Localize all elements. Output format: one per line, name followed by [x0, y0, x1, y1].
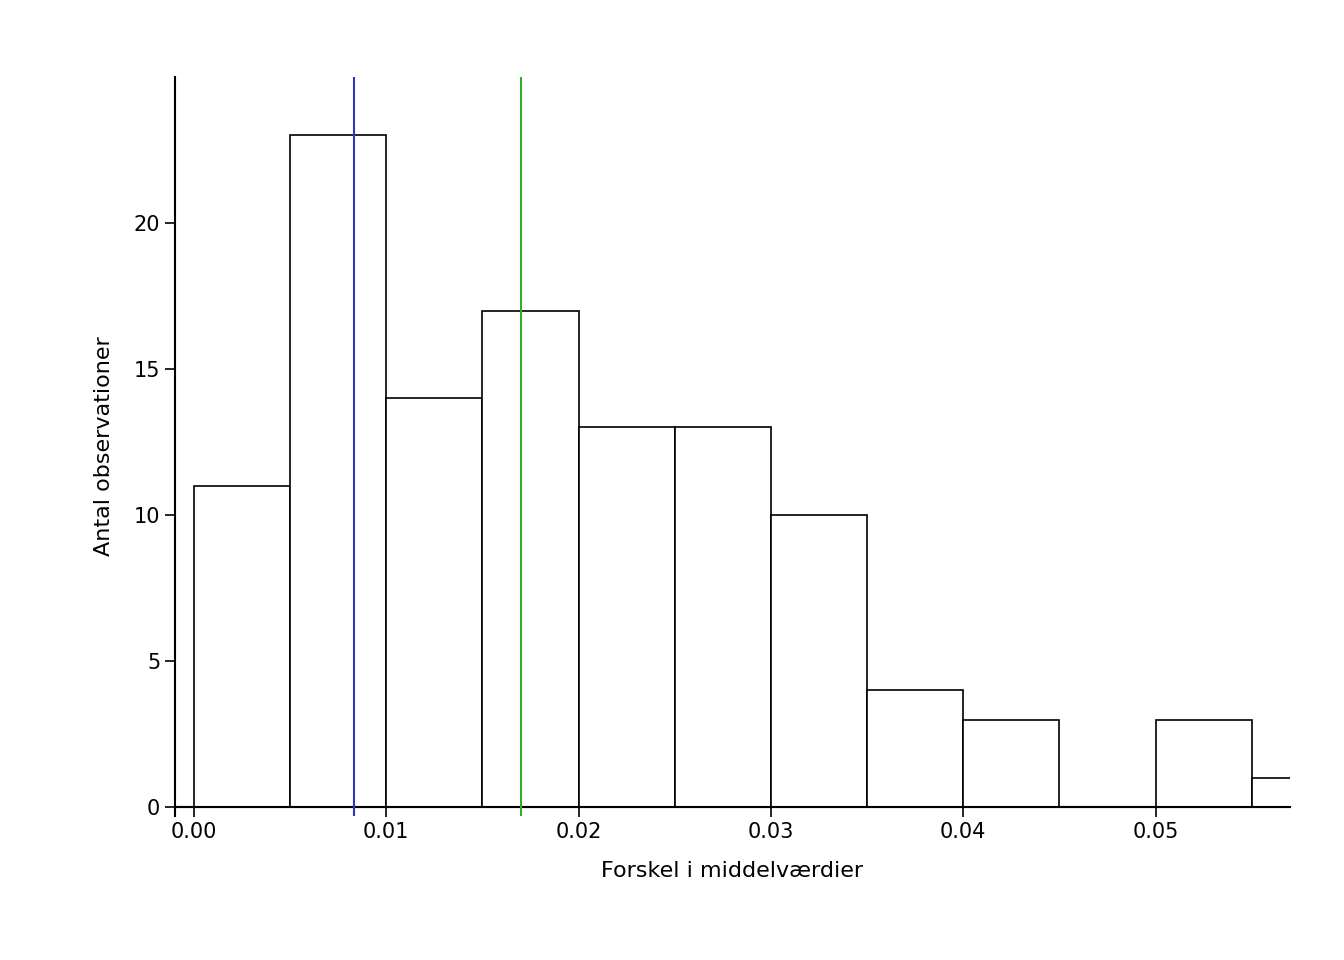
- Bar: [386, 398, 482, 807]
- Bar: [1156, 720, 1251, 807]
- Bar: [675, 427, 771, 807]
- Y-axis label: Antal observationer: Antal observationer: [94, 337, 114, 556]
- Bar: [290, 135, 386, 807]
- Bar: [579, 427, 675, 807]
- Bar: [482, 310, 579, 807]
- Bar: [771, 516, 867, 807]
- Bar: [964, 720, 1059, 807]
- Bar: [194, 486, 290, 807]
- Bar: [867, 690, 964, 807]
- Bar: [1251, 778, 1344, 807]
- X-axis label: Forskel i middelværdier: Forskel i middelværdier: [601, 861, 864, 881]
